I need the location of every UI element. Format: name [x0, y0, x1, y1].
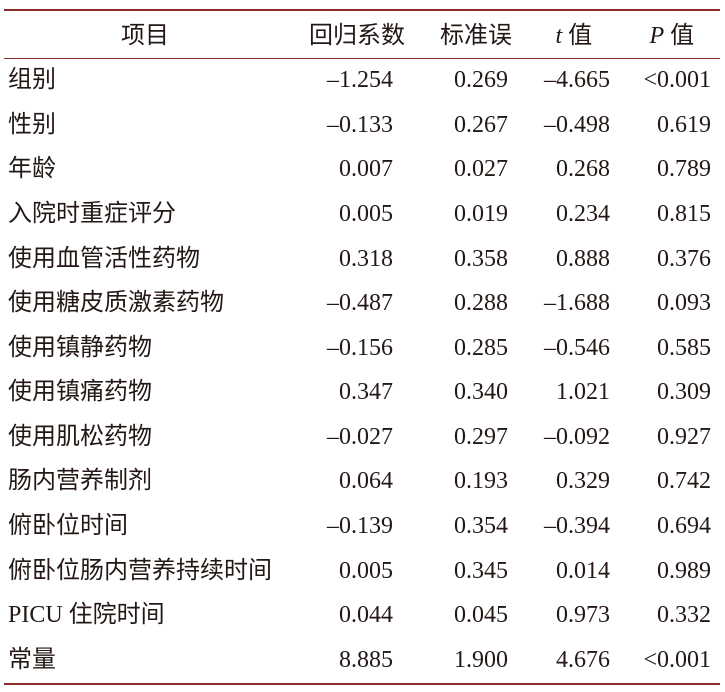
value-cell: 0.309	[657, 379, 711, 406]
value-cell: <0.001	[643, 67, 711, 94]
row-label: 使用糖皮质激素药物	[8, 290, 224, 317]
value-cell: 0.045	[454, 602, 508, 629]
value-cell: –0.156	[327, 334, 393, 361]
value-cell: 0.619	[657, 111, 711, 138]
row-label: 使用肌松药物	[8, 423, 152, 450]
value-cell: 0.358	[454, 245, 508, 272]
row-label: 年龄	[8, 156, 56, 183]
value-cell: –0.092	[544, 423, 610, 450]
value-cell: 0.005	[339, 557, 393, 584]
value-cell: –1.688	[544, 290, 610, 317]
row-label: 常量	[8, 646, 56, 673]
row-label: 肠内营养制剂	[8, 468, 152, 495]
value-cell: 0.973	[556, 602, 610, 629]
value-cell: 1.900	[454, 646, 508, 673]
value-cell: 1.021	[556, 379, 610, 406]
value-cell: –0.027	[327, 423, 393, 450]
value-cell: 0.376	[657, 245, 711, 272]
value-cell: 0.694	[657, 513, 711, 539]
value-cell: 0.285	[454, 334, 508, 361]
header-cell: t 值	[555, 23, 593, 49]
header-rule	[4, 58, 720, 59]
value-cell: 0.268	[556, 156, 610, 183]
row-label: 组别	[8, 67, 56, 94]
value-cell: 0.019	[454, 201, 508, 227]
value-cell: –0.487	[327, 290, 393, 317]
value-cell: –1.254	[327, 67, 393, 94]
row-label: 性别	[8, 111, 56, 138]
top-rule	[4, 9, 720, 11]
value-cell: –0.139	[327, 513, 393, 539]
value-cell: 8.885	[339, 646, 393, 673]
value-cell: 0.093	[657, 290, 711, 317]
value-cell: 0.815	[657, 201, 711, 227]
value-cell: 0.345	[454, 557, 508, 584]
row-label: 入院时重症评分	[8, 201, 176, 227]
row-label: PICU 住院时间	[8, 602, 165, 629]
value-cell: 0.297	[454, 423, 508, 450]
value-cell: 0.354	[454, 513, 508, 539]
value-cell: 0.007	[339, 156, 393, 183]
header-cell: 回归系数	[309, 23, 405, 49]
value-cell: 0.064	[339, 468, 393, 495]
value-cell: 0.234	[556, 201, 610, 227]
value-cell: 0.789	[657, 156, 711, 183]
header-cell: 项目	[121, 23, 169, 49]
value-cell: 4.676	[556, 646, 610, 673]
value-cell: <0.001	[643, 646, 711, 673]
value-cell: 0.267	[454, 111, 508, 138]
value-cell: –0.546	[544, 334, 610, 361]
value-cell: 0.288	[454, 290, 508, 317]
value-cell: 0.044	[339, 602, 393, 629]
value-cell: 0.888	[556, 245, 610, 272]
value-cell: 0.014	[556, 557, 610, 584]
value-cell: 0.027	[454, 156, 508, 183]
row-label: 使用镇痛药物	[8, 379, 152, 406]
row-label: 俯卧位肠内营养持续时间	[8, 557, 272, 584]
row-label: 使用镇静药物	[8, 334, 152, 361]
value-cell: 0.318	[339, 245, 393, 272]
value-cell: 0.347	[339, 379, 393, 406]
row-label: 俯卧位时间	[8, 513, 128, 539]
value-cell: –0.498	[544, 111, 610, 138]
value-cell: 0.742	[657, 468, 711, 495]
value-cell: 0.585	[657, 334, 711, 361]
value-cell: 0.269	[454, 67, 508, 94]
value-cell: 0.329	[556, 468, 610, 495]
bottom-rule	[4, 683, 720, 685]
row-label: 使用血管活性药物	[8, 245, 200, 272]
value-cell: 0.927	[657, 423, 711, 450]
value-cell: –4.665	[544, 67, 610, 94]
header-cell: 标准误	[440, 23, 512, 49]
value-cell: 0.332	[657, 602, 711, 629]
value-cell: –0.394	[544, 513, 610, 539]
value-cell: 0.989	[657, 557, 711, 584]
value-cell: 0.005	[339, 201, 393, 227]
value-cell: 0.340	[454, 379, 508, 406]
value-cell: –0.133	[327, 111, 393, 138]
value-cell: 0.193	[454, 468, 508, 495]
header-cell: P 值	[649, 23, 695, 49]
